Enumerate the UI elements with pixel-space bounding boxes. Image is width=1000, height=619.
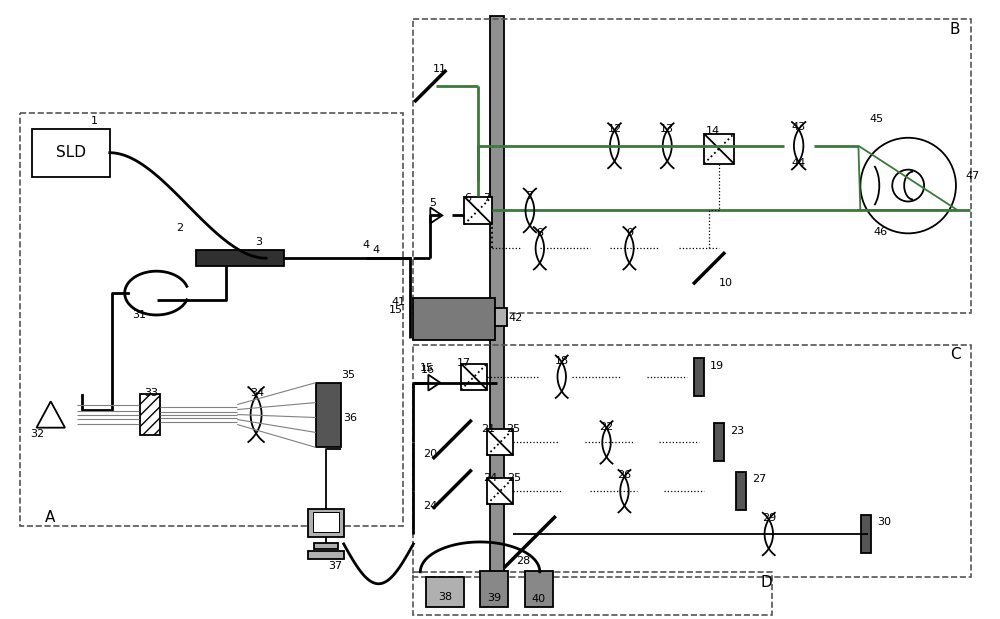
Text: 33: 33 — [145, 387, 159, 397]
Text: 30: 30 — [877, 517, 891, 527]
Text: 24: 24 — [423, 501, 437, 511]
Bar — [487, 430, 513, 456]
Text: 18: 18 — [555, 356, 569, 366]
Text: 32: 32 — [30, 430, 44, 439]
Bar — [464, 196, 492, 224]
Text: 3: 3 — [256, 237, 263, 248]
Text: 46: 46 — [873, 227, 887, 237]
Text: 15: 15 — [388, 305, 402, 315]
Text: 21: 21 — [481, 425, 495, 435]
Text: 41: 41 — [391, 297, 405, 307]
Text: 28: 28 — [516, 556, 530, 566]
Text: 6: 6 — [465, 193, 472, 202]
Bar — [495, 308, 507, 326]
Bar — [525, 571, 553, 607]
Text: 31: 31 — [133, 310, 147, 320]
Text: 4: 4 — [372, 245, 379, 255]
Text: 22: 22 — [599, 423, 614, 433]
Text: 43: 43 — [792, 122, 806, 132]
Text: 2: 2 — [176, 223, 183, 233]
Text: 4: 4 — [362, 240, 369, 250]
Text: 39: 39 — [487, 593, 501, 603]
Bar — [314, 543, 338, 549]
Text: 40: 40 — [532, 594, 546, 604]
Text: D: D — [761, 575, 773, 591]
Text: 35: 35 — [342, 370, 356, 379]
Bar — [490, 16, 504, 574]
Text: 36: 36 — [344, 412, 358, 423]
Text: 45: 45 — [869, 114, 883, 124]
Bar — [480, 571, 508, 607]
Text: 14: 14 — [706, 126, 720, 136]
Text: 37: 37 — [329, 561, 343, 571]
Bar — [413, 572, 772, 615]
Text: 24: 24 — [483, 474, 497, 483]
Bar — [736, 472, 746, 510]
Text: B: B — [950, 22, 960, 37]
Text: 1: 1 — [90, 116, 97, 126]
Text: 12: 12 — [607, 124, 622, 134]
Bar — [308, 509, 344, 537]
Text: 5: 5 — [429, 199, 436, 209]
Bar — [140, 394, 160, 435]
Bar — [694, 358, 704, 396]
Text: 26: 26 — [617, 470, 632, 480]
Bar — [20, 113, 403, 526]
Text: 25: 25 — [506, 425, 520, 435]
Bar — [413, 345, 971, 577]
Text: 20: 20 — [423, 449, 437, 459]
Text: C: C — [950, 347, 961, 362]
Text: 15: 15 — [420, 363, 434, 373]
Bar — [861, 515, 871, 553]
Text: 44: 44 — [792, 158, 806, 168]
Text: 8: 8 — [536, 228, 543, 238]
Text: 23: 23 — [730, 426, 744, 436]
Bar — [316, 383, 341, 448]
Bar — [413, 298, 495, 340]
Bar — [32, 129, 110, 176]
Text: 17: 17 — [457, 358, 471, 368]
Text: 10: 10 — [719, 278, 733, 288]
Text: 47: 47 — [966, 171, 980, 181]
Bar — [461, 364, 487, 389]
Text: 42: 42 — [509, 313, 523, 323]
Bar — [487, 478, 513, 504]
Bar — [426, 577, 464, 607]
Bar — [313, 512, 339, 532]
Text: 25: 25 — [507, 474, 521, 483]
Text: 9: 9 — [626, 228, 633, 238]
Text: 29: 29 — [762, 513, 776, 523]
Text: 38: 38 — [438, 592, 452, 602]
Bar — [714, 423, 724, 461]
Text: 34: 34 — [250, 387, 264, 397]
Bar — [196, 250, 284, 266]
Text: 13: 13 — [660, 124, 674, 134]
Text: A: A — [45, 509, 55, 524]
Text: 7: 7 — [526, 191, 533, 201]
Text: 16: 16 — [421, 365, 435, 374]
Text: SLD: SLD — [56, 145, 86, 160]
Bar — [704, 134, 734, 163]
Bar — [308, 551, 344, 559]
Text: 11: 11 — [433, 64, 447, 74]
Bar — [413, 19, 971, 313]
Text: 27: 27 — [752, 474, 766, 484]
Text: 7: 7 — [483, 193, 491, 202]
Text: 19: 19 — [710, 361, 724, 371]
